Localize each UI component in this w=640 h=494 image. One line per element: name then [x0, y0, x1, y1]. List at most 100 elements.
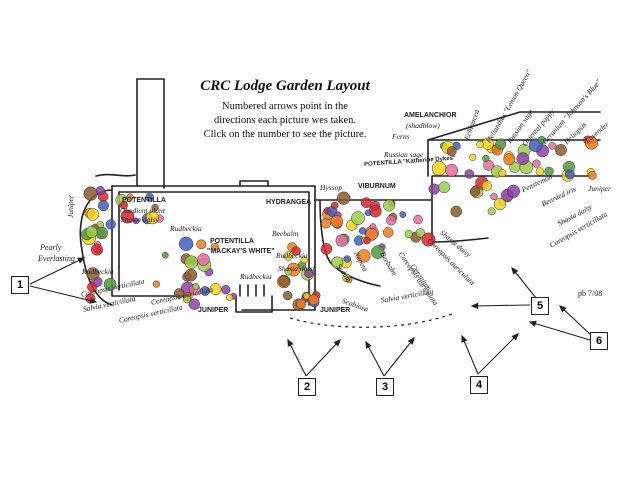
- flower-cluster: [132, 217, 140, 225]
- photo-link-6[interactable]: 6: [590, 332, 608, 350]
- photo-arrow: [365, 341, 385, 377]
- photo-arrowhead: [558, 305, 567, 313]
- flower-cluster: [320, 243, 333, 255]
- flower-cluster: [368, 204, 382, 218]
- flower-cluster: [445, 163, 459, 177]
- photo-arrows: [29, 257, 593, 377]
- flower-cluster: [98, 200, 109, 212]
- label-beebalm-1: Beebalm: [272, 229, 299, 238]
- photo-link-4[interactable]: 4: [470, 376, 488, 394]
- photo-arrow: [529, 321, 591, 341]
- flower-cluster: [428, 183, 440, 195]
- label-juniper-right: Juniper: [588, 184, 611, 193]
- photo-arrow: [305, 339, 341, 377]
- flower-cluster: [498, 169, 507, 178]
- flower-cluster: [544, 166, 554, 177]
- flower-cluster: [413, 214, 423, 225]
- flower-cluster: [330, 215, 344, 228]
- label-russian-sage: Russian sage: [384, 150, 424, 159]
- flower-cluster: [152, 280, 160, 288]
- flower-cluster: [296, 298, 307, 309]
- flower-cluster: [386, 215, 397, 226]
- flower-cluster: [126, 193, 134, 201]
- lodge-outline: [111, 185, 316, 311]
- label-hydrangea: HYDRANGEA: [266, 199, 312, 206]
- photo-arrowhead: [528, 320, 537, 327]
- flower-cluster: [537, 136, 546, 145]
- flower-cluster: [503, 153, 516, 166]
- photo-arrowhead: [287, 338, 294, 347]
- flower-cluster: [119, 201, 128, 210]
- flower-cluster: [415, 228, 426, 238]
- label-everlasting: Everlasting: [38, 254, 75, 263]
- flower-cluster: [481, 180, 492, 191]
- flower-cluster: [532, 159, 541, 168]
- flower-cluster: [105, 219, 116, 230]
- photo-link-5[interactable]: 5: [531, 297, 549, 315]
- photo-arrowhead: [511, 332, 520, 341]
- label-viburnum: VIBURNUM: [358, 183, 396, 190]
- label-shasta-daisy-1: Shasta daisy: [121, 215, 159, 224]
- flower-cluster: [357, 249, 371, 263]
- flower-cluster: [554, 144, 567, 156]
- flower-cluster: [535, 167, 544, 176]
- photo-arrowhead: [461, 334, 468, 343]
- label-mackays-white: "MACKAY'S WHITE": [207, 248, 275, 255]
- photo-arrow: [383, 337, 415, 377]
- flower-cluster: [584, 136, 599, 150]
- flower-cluster: [335, 234, 349, 247]
- flower-cluster: [487, 207, 496, 216]
- flower-cluster: [182, 295, 192, 304]
- label-shasta-daisy-2: Shasta daisy: [278, 264, 316, 273]
- flower-cluster: [95, 186, 105, 196]
- flower-cluster: [278, 275, 290, 287]
- flower-cluster: [548, 142, 556, 150]
- flower-cluster: [178, 236, 194, 251]
- flower-cluster: [482, 154, 490, 162]
- flower-cluster: [587, 171, 597, 180]
- flower-cluster: [184, 255, 198, 269]
- flower-cluster: [151, 203, 159, 212]
- flower-cluster: [469, 153, 477, 161]
- photo-arrow: [29, 257, 85, 285]
- flower-cluster: [363, 236, 371, 245]
- label-rudbeckia-3: Rudbeckia: [276, 251, 308, 260]
- entry-steps: [235, 295, 273, 313]
- photo-arrow: [29, 285, 97, 303]
- flower-cluster: [506, 184, 520, 198]
- label-juniper-bottom-1: JUNIPER: [198, 307, 229, 314]
- photo-arrowhead: [365, 340, 372, 349]
- flower-cluster: [421, 232, 436, 247]
- photo-link-2[interactable]: 2: [298, 378, 316, 396]
- flower-cluster: [283, 251, 293, 261]
- flower-cluster: [283, 290, 293, 301]
- photo-arrowhead: [89, 297, 98, 304]
- flower-cluster: [330, 201, 339, 210]
- label-juniper-left: Juniper: [66, 195, 75, 218]
- flower-cluster: [200, 286, 210, 296]
- flower-cluster: [300, 256, 308, 264]
- subtitle-line-1: Numbered arrows point in the: [222, 101, 348, 112]
- flower-cluster: [83, 186, 98, 201]
- photo-link-1[interactable]: 1: [11, 276, 29, 294]
- flower-cluster: [90, 243, 103, 256]
- flower-cluster: [291, 246, 301, 256]
- flower-cluster: [320, 218, 332, 229]
- flower-cluster: [337, 191, 351, 205]
- page-title: CRC Lodge Garden Layout: [200, 78, 370, 94]
- flower-cluster: [450, 205, 462, 218]
- flower-cluster: [196, 239, 207, 250]
- flower-cluster: [564, 169, 575, 180]
- flower-cluster: [161, 251, 169, 259]
- label-potentilla-1: POTENTILLA: [122, 197, 166, 204]
- flower-cluster: [120, 209, 135, 224]
- flower-cluster: [495, 138, 507, 150]
- label-rudbeckia-bottom: Rudbeckia: [240, 272, 272, 281]
- subtitle-line-3: Click on the number to see the picture.: [203, 129, 367, 140]
- label-rudbeckia-left: Rudbeckia: [82, 267, 114, 276]
- label-hyssop: Hyssop: [320, 183, 343, 192]
- flower-cluster: [404, 229, 413, 239]
- label-obedient-plant: Obedient plant: [120, 206, 165, 215]
- photo-link-3[interactable]: 3: [376, 378, 394, 396]
